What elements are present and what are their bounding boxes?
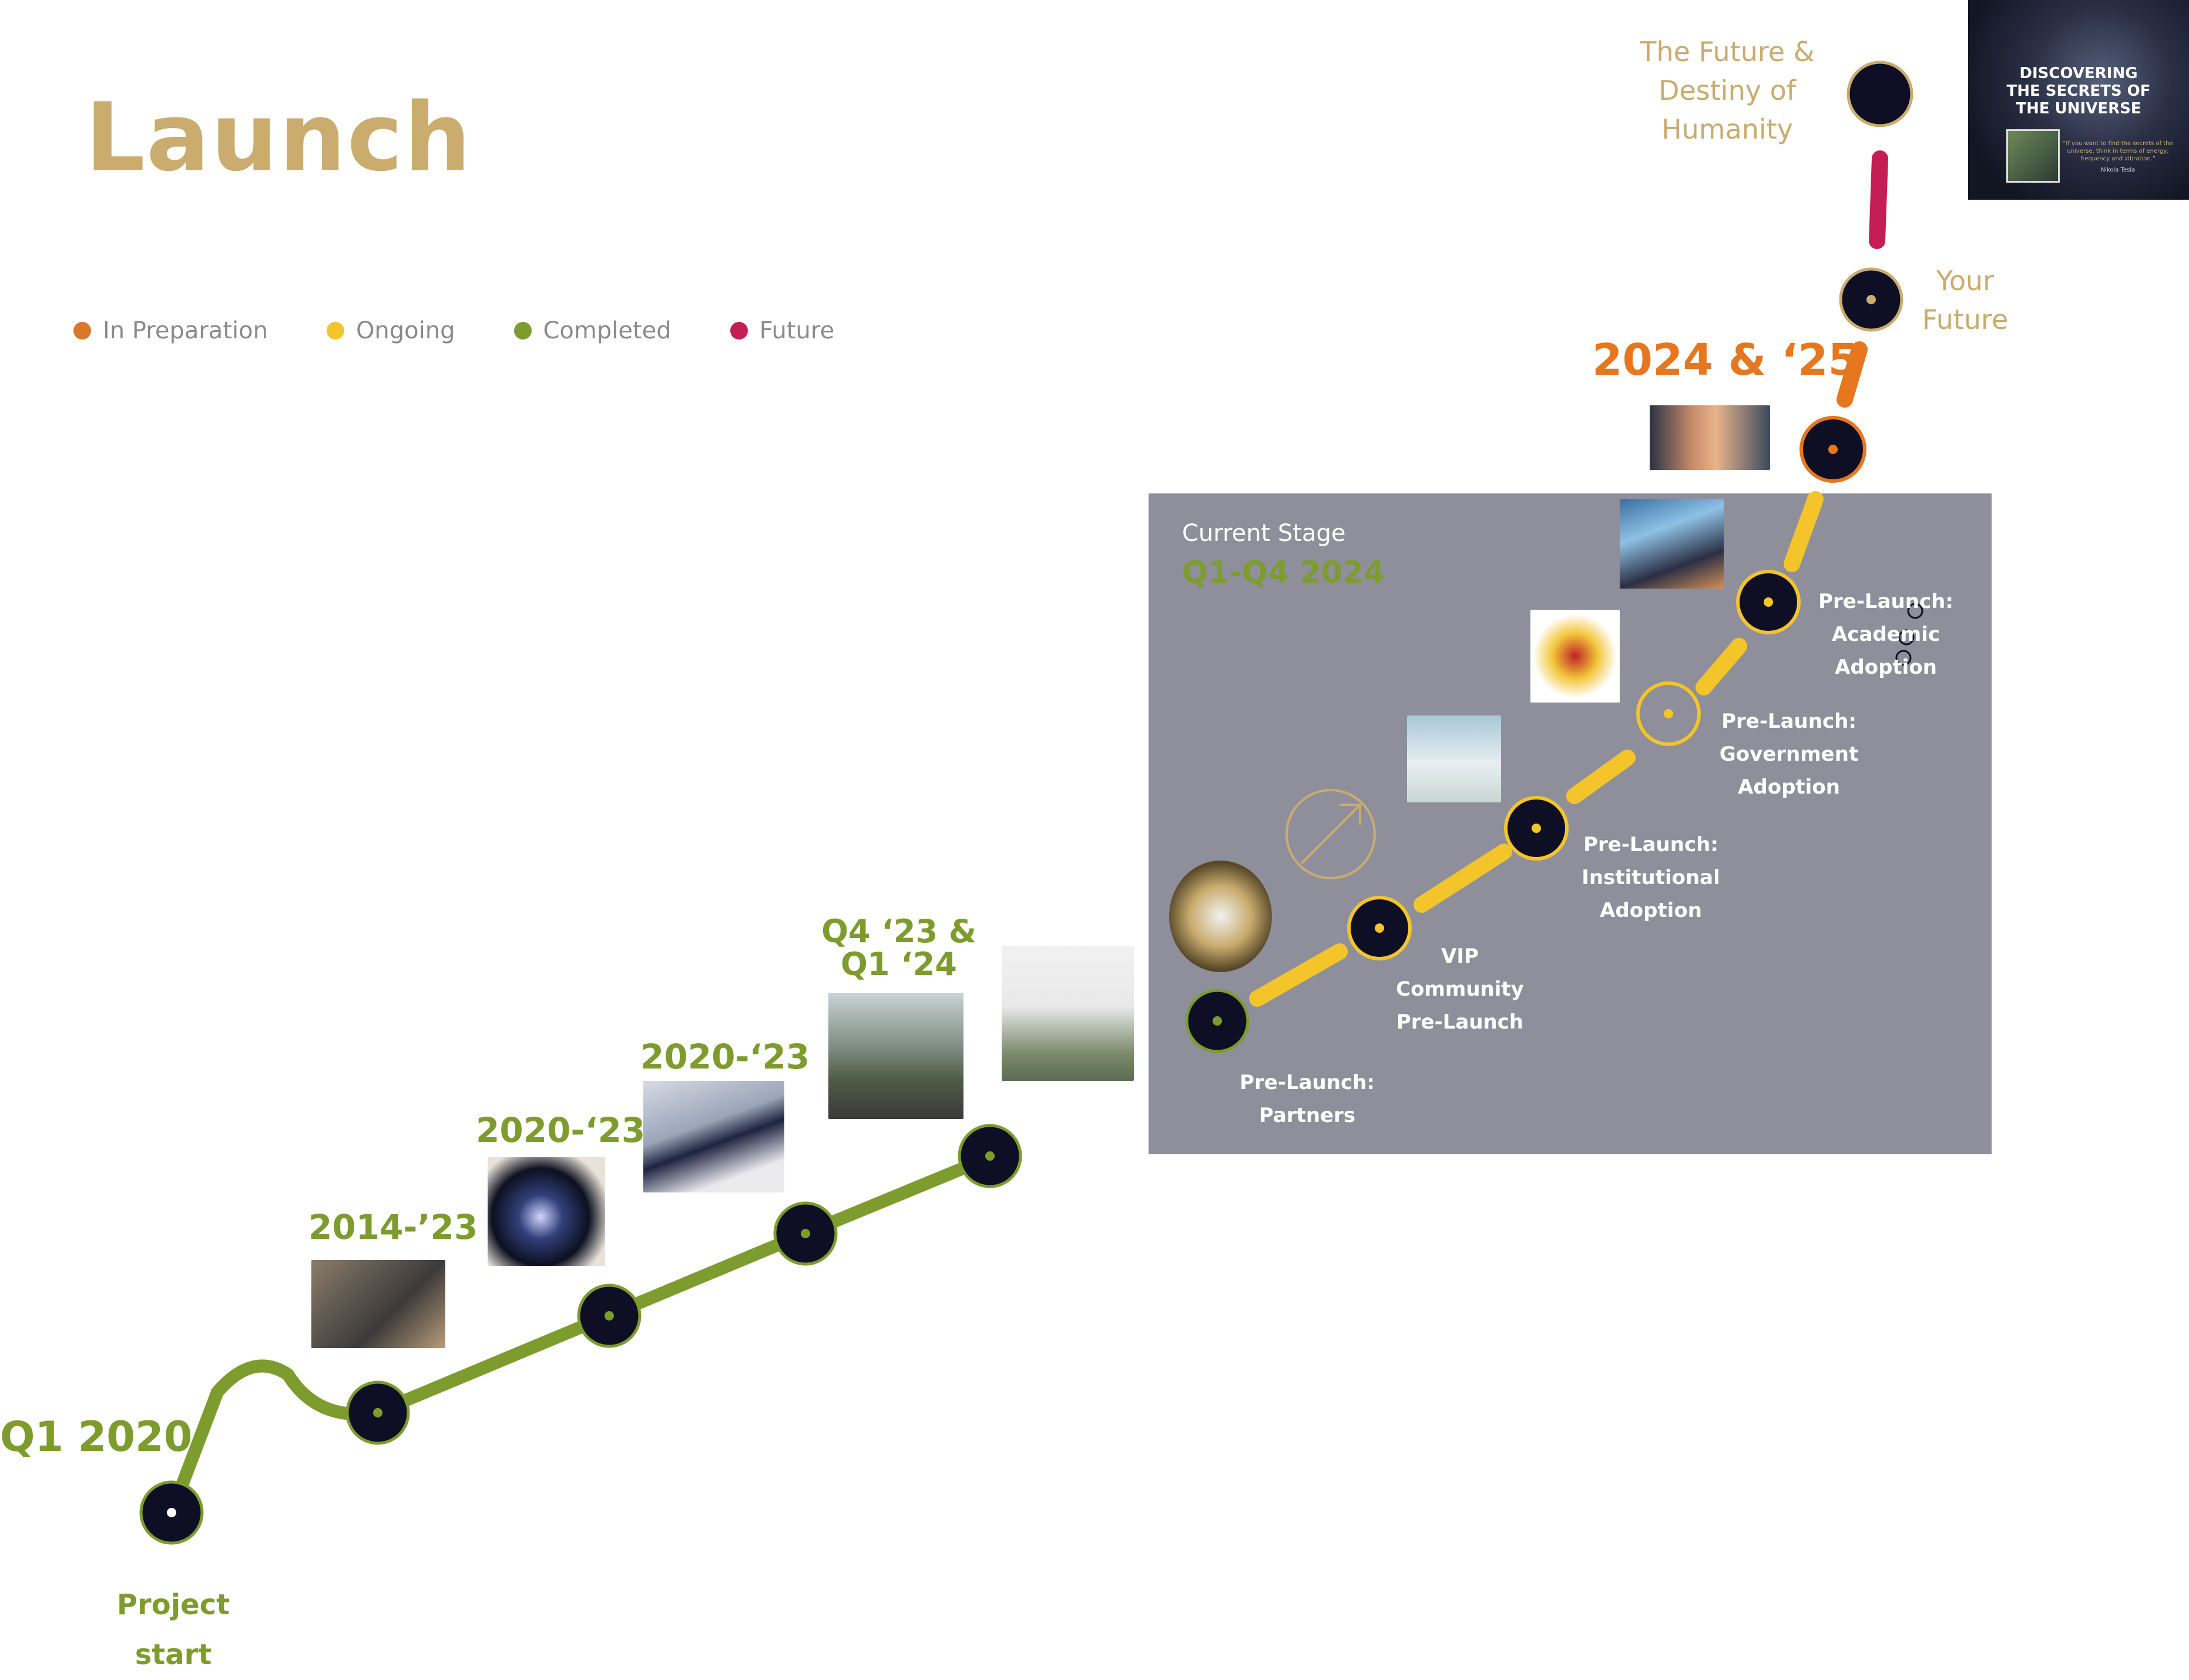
- project-start-label: Project start: [115, 1580, 232, 1680]
- thumbnail-institutional-image: [1407, 715, 1501, 802]
- milestone-q4-23-q1-24: Q4 ‘23 & Q1 ‘24: [811, 915, 987, 981]
- legend-item-ongoing: Ongoing: [326, 317, 455, 344]
- legend-dot-completed: [513, 322, 532, 340]
- stage-government-label: Pre-Launch: Government Adoption: [1715, 705, 1862, 804]
- milestone-2024-25: 2024 & ‘25: [1592, 335, 1859, 385]
- legend-item-in-preparation: In Preparation: [73, 317, 268, 344]
- legend-dot-ongoing: [326, 322, 344, 340]
- book-cover-image: DISCOVERING THE SECRETS OF THE UNIVERSE …: [1968, 0, 2189, 200]
- book-cover-title: DISCOVERING THE SECRETS OF THE UNIVERSE: [1968, 65, 2189, 117]
- stage-academic-label: Pre-Launch: Academic Adoption: [1815, 585, 1956, 684]
- book-title-line: DISCOVERING: [2019, 65, 2138, 82]
- ongoing-nodes: [1347, 570, 1801, 960]
- thumbnail-hands-together-image: [1650, 405, 1770, 470]
- growth-arrow-icon: [1285, 789, 1376, 879]
- stage-line: Academic: [1831, 623, 1940, 646]
- thumbnail-future-city-image: [828, 993, 963, 1119]
- current-stage-period: Q1-Q4 2024: [1182, 555, 1385, 590]
- ongoing-path: [1249, 491, 1824, 1007]
- thumbnail-academic-image: [1620, 499, 1724, 589]
- legend-item-future: Future: [730, 317, 834, 344]
- legend-label: In Preparation: [103, 317, 268, 344]
- future-path: [1869, 150, 1888, 249]
- your-future-line: Your: [1936, 265, 1995, 297]
- current-stage-panel: Current Stage Q1-Q4 2024: [1149, 493, 1992, 1154]
- project-start-line: start: [135, 1638, 212, 1671]
- in-preparation-path: [1837, 341, 1868, 408]
- stage-line: VIP: [1441, 945, 1479, 968]
- milestone-2014-23: 2014-’23: [308, 1207, 478, 1247]
- future-destiny-label: The Future & Destiny of Humanity: [1621, 32, 1833, 149]
- legend: In Preparation Ongoing Completed Future: [73, 317, 893, 344]
- milestone-line: Q4 ‘23 &: [821, 913, 976, 950]
- legend-dot-future: [730, 322, 748, 340]
- thumbnail-team-photo-image: [1002, 946, 1134, 1081]
- coat-of-arms-image: [1530, 610, 1620, 703]
- legend-item-completed: Completed: [513, 317, 672, 344]
- stage-line: Pre-Launch: [1396, 1010, 1524, 1034]
- future-destiny-line: The Future &: [1640, 36, 1815, 68]
- book-title-line: THE SECRETS OF: [2006, 82, 2151, 100]
- book-quote-text: “If you want to find the secrets of the …: [2063, 140, 2173, 162]
- stage-line: Institutional: [1582, 866, 1720, 889]
- partner-logos-image: [1169, 861, 1272, 972]
- page-title: Launch: [85, 82, 472, 192]
- milestone-2020-23b: 2020-‘23: [640, 1037, 810, 1077]
- milestone-line: Q1 ‘24: [841, 946, 957, 983]
- decorative-loops-icon: [1895, 603, 1923, 666]
- your-future-line: Future: [1922, 304, 2009, 335]
- future-destiny-line: Destiny of: [1658, 75, 1796, 106]
- thumbnail-2020-23a-image: [488, 1157, 605, 1266]
- thumbnail-2014-23-image: [311, 1260, 445, 1348]
- stage-institutional-label: Pre-Launch: Institutional Adoption: [1580, 828, 1721, 927]
- completed-nodes: [139, 989, 1250, 1545]
- stage-line: Pre-Launch:: [1818, 590, 1953, 613]
- stage-line: Pre-Launch:: [1583, 833, 1718, 856]
- legend-label: Completed: [543, 317, 672, 344]
- stage-line: Adoption: [1600, 899, 1702, 922]
- future-nodes: [1839, 61, 1913, 332]
- milestone-2020-23a: 2020-‘23: [476, 1110, 646, 1150]
- stage-line: Community: [1396, 977, 1524, 1001]
- legend-label: Ongoing: [355, 317, 455, 344]
- stage-line: Pre-Launch:: [1240, 1071, 1375, 1094]
- stage-vip-label: VIP Community Pre-Launch: [1392, 940, 1527, 1039]
- project-start-line: Project: [116, 1588, 230, 1621]
- stage-line: Pre-Launch:: [1721, 710, 1856, 733]
- book-title-line: THE UNIVERSE: [2016, 100, 2141, 117]
- book-quote-author: Nikola Tesla: [2100, 167, 2136, 173]
- legend-dot-in-preparation: [73, 322, 91, 340]
- in-preparation-node: [1799, 416, 1866, 483]
- book-icon: [2006, 129, 2060, 183]
- stage-line: Partners: [1258, 1104, 1356, 1127]
- book-cover-quote: “If you want to find the secrets of the …: [2062, 140, 2174, 174]
- stage-line: Adoption: [1738, 775, 1840, 799]
- stage-line: Government: [1719, 742, 1859, 766]
- thumbnail-2020-23b-image: [643, 1081, 784, 1192]
- stage-partners-label: Pre-Launch: Partners: [1234, 1066, 1381, 1132]
- stage-line: Adoption: [1835, 656, 1937, 679]
- legend-label: Future: [759, 317, 835, 344]
- milestone-q1-2020: Q1 2020: [0, 1413, 193, 1461]
- current-stage-label: Current Stage: [1182, 520, 1346, 547]
- future-destiny-line: Humanity: [1661, 113, 1793, 145]
- your-future-label: Your Future: [1912, 261, 2018, 339]
